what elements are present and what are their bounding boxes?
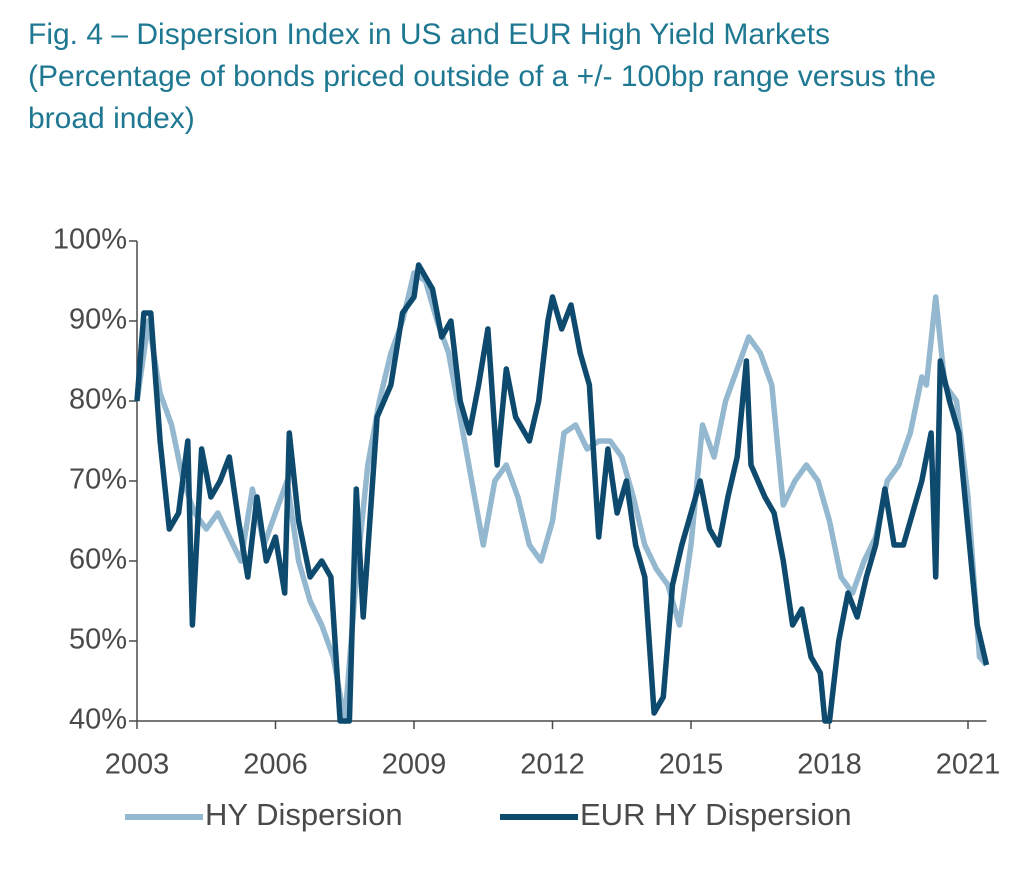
y-tick-label: 70% (69, 464, 127, 496)
chart-subtitle: (Percentage of bonds priced outside of a… (28, 60, 937, 135)
x-tick-label: 2006 (243, 749, 308, 781)
x-tick-label: 2018 (797, 749, 862, 781)
y-tick-label: 60% (69, 544, 127, 576)
y-tick-label: 90% (69, 304, 127, 336)
x-tick-label: 2009 (382, 749, 447, 781)
legend-label: EUR HY Dispersion (580, 797, 852, 832)
x-tick-label: 2012 (520, 749, 585, 781)
x-tick-label: 2003 (105, 749, 170, 781)
header: Fig. 4 – Dispersion Index in US and EUR … (28, 14, 948, 140)
y-tick-label: 80% (69, 384, 127, 416)
series-line (134, 270, 989, 724)
x-tick-label: 2015 (659, 749, 724, 781)
x-tick-label: 2021 (936, 749, 1001, 781)
y-tick-label: 50% (69, 624, 127, 656)
series-line (134, 262, 990, 724)
chart-title: Fig. 4 – Dispersion Index in US and EUR … (28, 18, 831, 51)
legend-label: HY Dispersion (205, 797, 403, 832)
y-tick-label: 40% (69, 704, 127, 736)
y-tick-label: 100% (53, 224, 127, 256)
